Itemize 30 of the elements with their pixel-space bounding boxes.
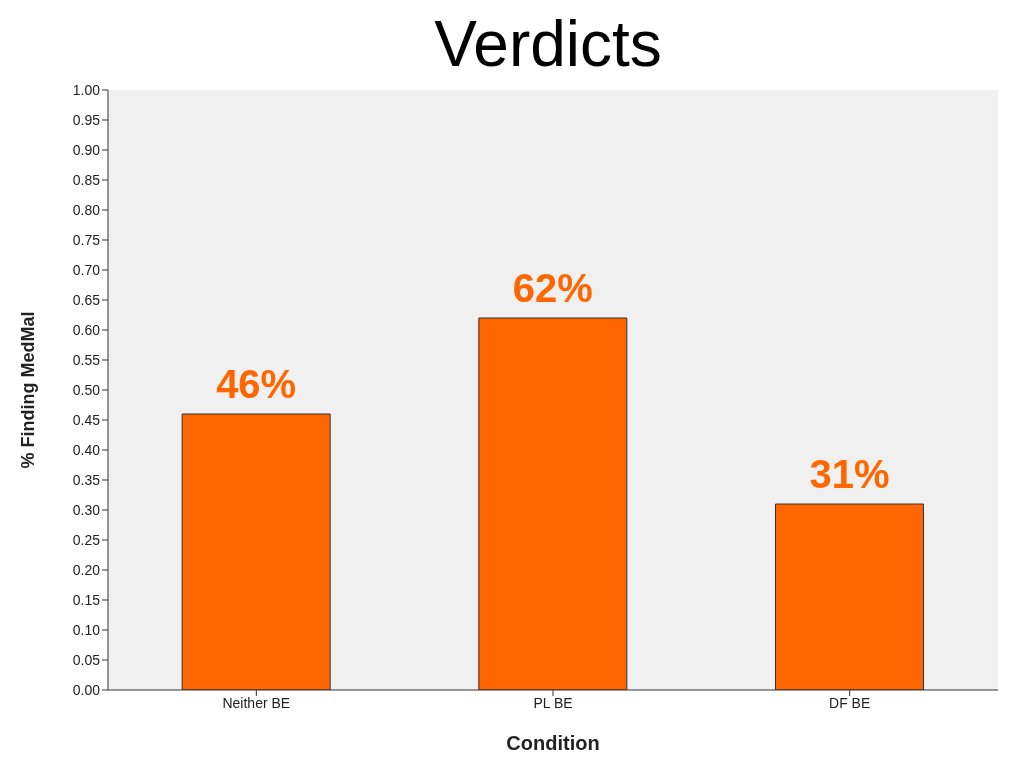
chart-title: Verdicts [433,8,663,80]
y-tick-label: 0.45 [72,411,101,428]
y-axis-title: % Finding MedMal [18,311,39,469]
y-tick-label: 0.40 [72,441,101,458]
y-tick-label: 0.20 [72,561,101,578]
y-tick-label: 0.15 [72,591,101,608]
y-tick-label: 1.00 [72,81,101,98]
y-tick-label: 0.60 [72,321,101,338]
y-tick-label: 0.90 [72,141,101,158]
y-tick-label: 0.80 [72,201,101,218]
x-tick-label: Neither BE [222,694,291,711]
y-tick-label: 0.95 [72,111,101,128]
y-tick-label: 0.70 [72,261,101,278]
data-label: 62% [512,266,593,310]
y-tick-label: 0.35 [72,471,101,488]
y-tick-label: 0.75 [72,231,101,248]
y-tick-label: 0.30 [72,501,101,518]
data-label: 46% [216,362,297,406]
x-tick-label: PL BE [533,694,573,711]
x-tick-label: DF BE [829,694,871,711]
y-tick-label: 0.55 [72,351,101,368]
y-tick-label: 0.25 [72,531,101,548]
x-axis-title: Condition [506,732,600,754]
y-tick-label: 0.05 [72,651,101,668]
y-tick-label: 0.65 [72,291,101,308]
y-tick-label: 0.10 [72,621,101,638]
y-tick-label: 0.00 [72,681,101,698]
y-tick-label: 0.50 [72,381,101,398]
y-tick-label: 0.85 [72,171,101,188]
data-label: 31% [809,452,890,496]
